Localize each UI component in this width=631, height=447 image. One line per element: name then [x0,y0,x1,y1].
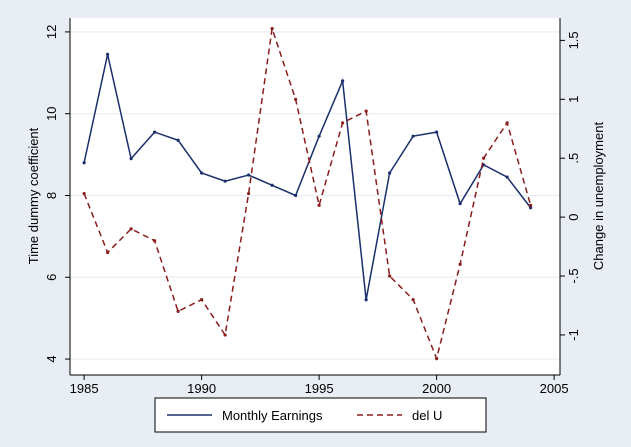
point [435,130,439,134]
point [341,79,345,83]
y-tick-label: 8 [44,192,59,199]
y2-tick-label: -.5 [566,268,581,283]
point [176,309,180,313]
point [106,52,110,56]
point [200,171,204,175]
point [529,203,533,207]
point [223,179,227,183]
point [458,202,462,206]
point [364,109,368,113]
point [82,191,86,196]
point [529,206,533,210]
x-tick-label: 1995 [305,381,334,396]
plot-area [70,18,560,375]
y2-tick-label: 1.5 [566,31,581,49]
point [317,203,321,207]
x-tick-label: 2000 [422,381,451,396]
point [223,333,227,337]
point [505,175,509,179]
point [153,239,157,243]
point [364,298,368,302]
legend-label: del U [412,408,442,423]
series-line [83,28,532,361]
point [317,134,321,138]
point [482,156,486,160]
point [388,274,392,278]
y-tick-label: 6 [44,274,59,281]
point [176,138,180,142]
y-tick-label: 12 [44,25,59,39]
point [505,121,509,125]
point [247,173,251,177]
point [458,262,462,266]
y2-tick-label: .5 [566,153,581,164]
point [294,193,298,198]
point [106,250,110,255]
point [153,130,157,134]
point [200,297,204,302]
y2-tick-label: 1 [566,96,581,103]
point [388,171,392,175]
point [129,227,133,231]
point [411,297,415,302]
point [294,97,298,101]
x-tick-label: 1985 [70,381,99,396]
legend-label: Monthly Earnings [222,408,323,423]
point [82,161,86,165]
point [411,134,415,138]
x-tick-label: 1990 [187,381,216,396]
y2-tick-label: -1 [566,329,581,341]
point [435,356,439,361]
point [270,183,274,187]
y2-axis-label: Change in unemployment [591,122,606,271]
point [341,121,345,125]
x-tick-label: 2005 [540,381,569,396]
y2-tick-label: 0 [566,214,581,221]
y-tick-label: 4 [44,355,59,362]
y-axis-label: Time dummy coefficient [26,127,41,264]
series-line [83,54,532,300]
point [247,191,251,196]
y-tick-label: 10 [44,106,59,120]
point [270,27,274,31]
point [129,157,133,161]
